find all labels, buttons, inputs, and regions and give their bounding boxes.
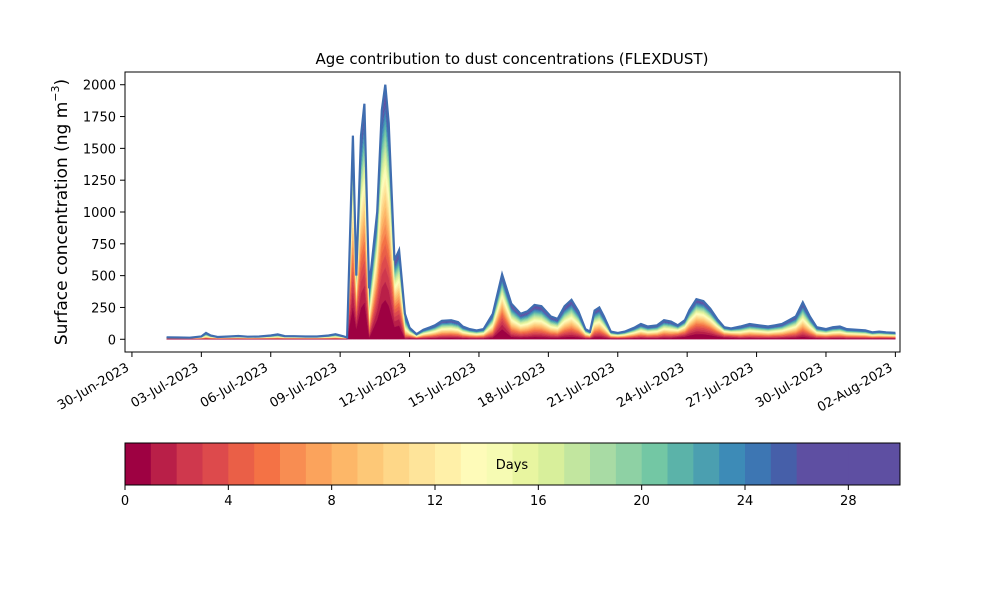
colorbar-swatch [280, 443, 307, 485]
colorbar-swatch [770, 443, 798, 485]
y-tick-label: 1250 [83, 174, 116, 189]
x-tick-label: 02-Aug-2023 [815, 360, 895, 415]
colorbar-swatch [796, 443, 823, 485]
y-tick-label: 500 [91, 270, 116, 285]
chart-title: Age contribution to dust concentrations … [316, 50, 709, 68]
y-axis-label: Surface concentration (ng m−3) [49, 79, 72, 345]
colorbar-swatch [202, 443, 229, 485]
colorbar-tick-label: 16 [530, 494, 547, 509]
colorbar-swatch [590, 443, 617, 485]
age-band [166, 89, 896, 339]
colorbar-swatch [615, 443, 643, 485]
colorbar-swatch [745, 443, 772, 485]
plot-area [124, 71, 901, 353]
age-band [166, 299, 896, 340]
colorbar-swatch [125, 443, 152, 485]
y-tick-label: 1500 [83, 142, 116, 157]
colorbar-swatch [176, 443, 203, 485]
x-tick-label: 30-Jun-2023 [55, 360, 132, 413]
y-tick-label: 2000 [83, 79, 116, 94]
colorbar-tick-label: 4 [224, 494, 232, 509]
colorbar-swatch [874, 443, 901, 485]
colorbar-swatch [228, 443, 255, 485]
age-band [166, 114, 896, 339]
x-tick-label: 12-Jul-2023 [337, 360, 410, 411]
age-band [166, 103, 896, 339]
x-tick-label: 27-Jul-2023 [684, 360, 757, 411]
x-tick-label: 09-Jul-2023 [267, 360, 340, 411]
x-tick-label: 21-Jul-2023 [545, 360, 618, 411]
colorbar-tick-label: 24 [737, 494, 754, 509]
colorbar-swatch [693, 443, 720, 485]
colorbar-swatch [667, 443, 694, 485]
colorbar-tick-label: 28 [840, 494, 857, 509]
y-tick-label: 250 [91, 301, 116, 316]
colorbar-swatch [538, 443, 565, 485]
x-axis: 30-Jun-202303-Jul-202306-Jul-202309-Jul-… [55, 352, 896, 416]
y-tick-label: 1000 [83, 206, 116, 221]
x-tick-label: 15-Jul-2023 [406, 360, 479, 411]
age-band [166, 119, 896, 339]
colorbar-swatch [357, 443, 384, 485]
x-tick-label: 24-Jul-2023 [614, 360, 687, 411]
colorbar-swatch [254, 443, 281, 485]
colorbar-tick-label: 0 [121, 494, 129, 509]
colorbar-swatch [383, 443, 410, 485]
colorbar-swatch [512, 443, 539, 485]
colorbar-swatch [486, 443, 513, 485]
age-band [166, 108, 896, 339]
colorbar: 0 4 8 12 16 20 24 28 [121, 442, 901, 509]
x-tick-label: 18-Jul-2023 [476, 360, 549, 411]
colorbar-swatch [331, 443, 358, 485]
age-band [166, 84, 896, 338]
colorbar-swatch [641, 443, 668, 485]
y-tick-label: 0 [108, 333, 116, 348]
age-bands [166, 84, 896, 340]
colorbar-tick-label: 8 [328, 494, 336, 509]
colorbar-label: Days [496, 458, 529, 473]
y-tick-label: 1750 [83, 111, 116, 126]
colorbar-swatch [460, 443, 488, 485]
x-tick-label: 06-Jul-2023 [198, 360, 271, 411]
age-band [166, 99, 896, 339]
colorbar-swatch [822, 443, 849, 485]
colorbar-swatch [150, 443, 178, 485]
colorbar-tick-label: 12 [427, 494, 444, 509]
colorbar-swatch [409, 443, 436, 485]
colorbar-swatch [305, 443, 333, 485]
y-tick-label: 750 [91, 238, 116, 253]
colorbar-tick-label: 20 [633, 494, 650, 509]
age-band [166, 94, 896, 339]
total-line [166, 84, 896, 339]
age-band [166, 124, 896, 339]
colorbar-swatch [564, 443, 591, 485]
y-axis: 0 250 500 750 1000 1250 1500 1750 2000 [83, 79, 125, 348]
colorbar-swatch [848, 443, 875, 485]
colorbar-swatch [435, 443, 462, 485]
colorbar-frame [124, 442, 901, 486]
x-tick-label: 03-Jul-2023 [129, 360, 202, 411]
colorbar-swatch [719, 443, 746, 485]
